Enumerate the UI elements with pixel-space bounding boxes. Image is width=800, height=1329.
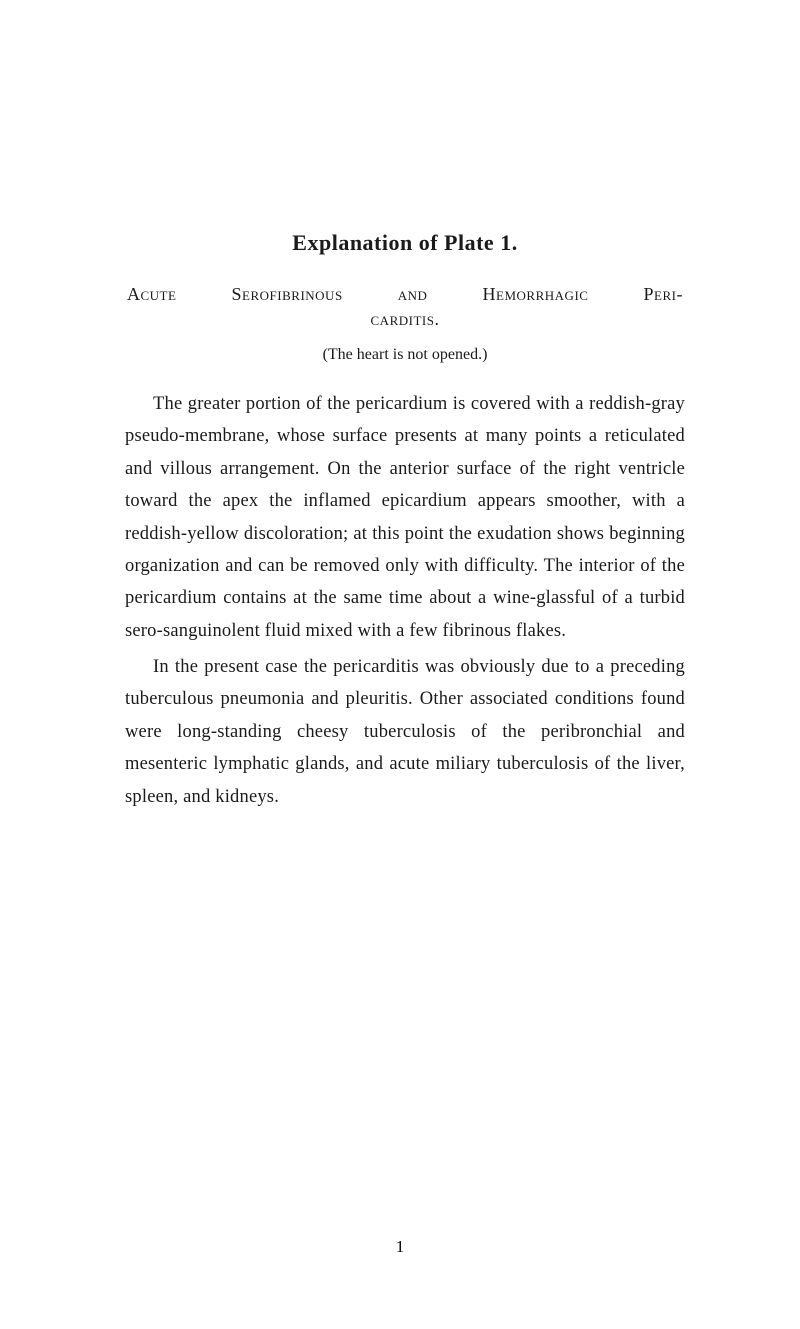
plate-title: Explanation of Plate 1. (125, 230, 685, 256)
subtitle-line-1: Acute Serofibrinous and Hemorrhagic Peri… (125, 284, 685, 305)
document-page: Explanation of Plate 1. Acute Serofibrin… (0, 0, 800, 867)
body-paragraph-1: The greater portion of the pericardium i… (125, 388, 685, 647)
body-paragraph-2: In the present case the pericarditis was… (125, 651, 685, 813)
subtitle-line-2: carditis. (125, 309, 685, 330)
parenthetical-note: (The heart is not opened.) (125, 346, 685, 364)
page-number: 1 (0, 1237, 800, 1257)
